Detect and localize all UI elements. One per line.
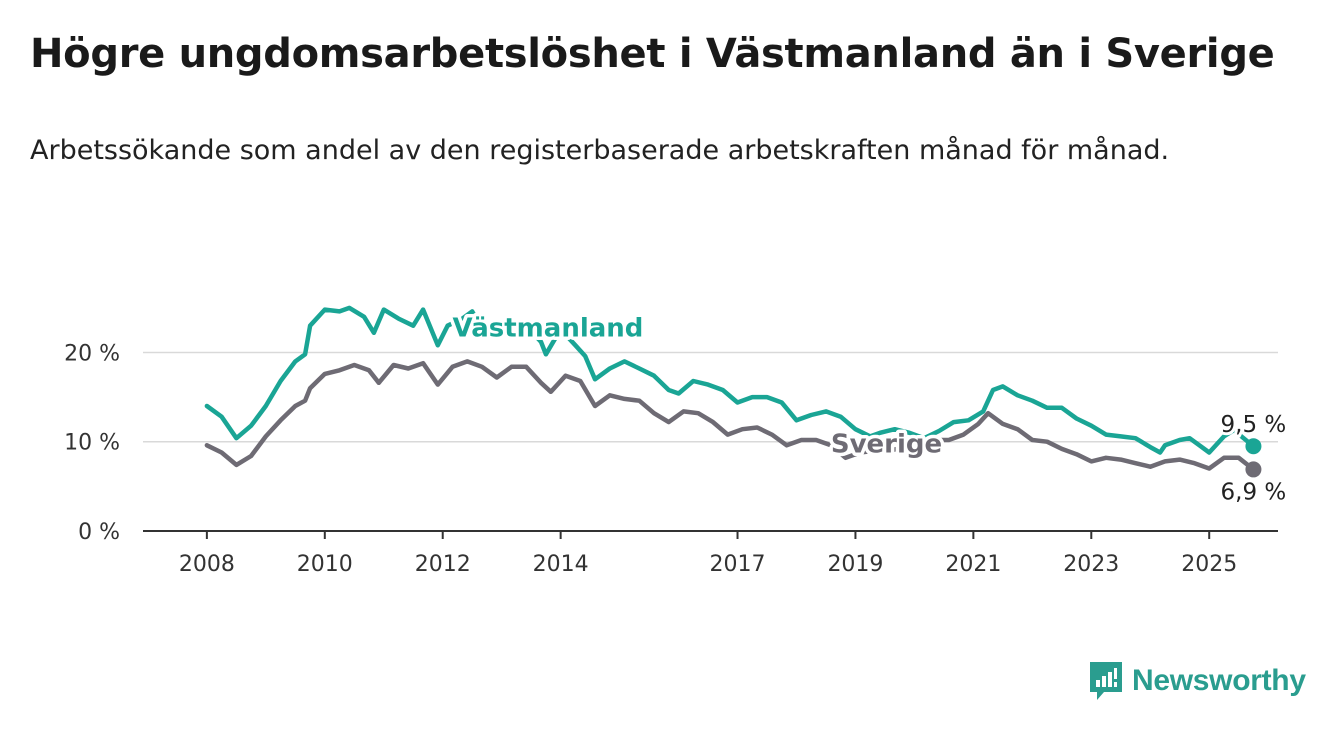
x-tick-label: 2008: [179, 552, 235, 577]
x-tick-label: 2017: [710, 552, 766, 577]
chart-subtitle: Arbetssökande som andel av den registerb…: [30, 135, 1170, 166]
series-name-label-sverige: Sverige: [831, 429, 942, 459]
series-line-sverige: [204, 359, 1256, 472]
series-layer: [204, 305, 1262, 478]
x-tick-label: 2012: [415, 552, 471, 577]
newsworthy-logo-icon: [1090, 662, 1122, 700]
end-value-label-sverige: 6,9 %: [1221, 479, 1287, 505]
x-tick-label: 2023: [1063, 552, 1119, 577]
series-name-label-västmanland: Västmanland: [453, 313, 644, 343]
newsworthy-logo[interactable]: Newsworthy: [1088, 660, 1306, 702]
y-tick-label: 20 %: [64, 341, 120, 366]
x-tick-label: 2010: [297, 552, 353, 577]
end-value-label-västmanland: 9,5 %: [1221, 412, 1287, 438]
y-tick-label: 10 %: [64, 431, 120, 456]
chart-title: Högre ungdomsarbetslöshet i Västmanland …: [30, 31, 1275, 77]
series-end-dot-sverige: [1245, 461, 1262, 478]
x-tick-label: 2025: [1181, 552, 1237, 577]
y-tick-label: 0 %: [78, 520, 120, 545]
x-tick-label: 2019: [827, 552, 883, 577]
x-tick-label: 2014: [533, 552, 589, 577]
series-line-västmanland: [204, 305, 1256, 455]
newsworthy-logo-text: Newsworthy: [1132, 664, 1306, 697]
series-end-dot-västmanland: [1245, 438, 1262, 455]
label-layer: Västmanland Sverige 9,5 % 6,9 %: [449, 310, 1289, 508]
grid-layer: [143, 351, 1278, 443]
axis-layer: 0 % 10 % 20 % 2008 2010 2012 2014 2017 2019 2021 2…: [64, 341, 1278, 577]
x-tick-label: 2021: [945, 552, 1001, 577]
